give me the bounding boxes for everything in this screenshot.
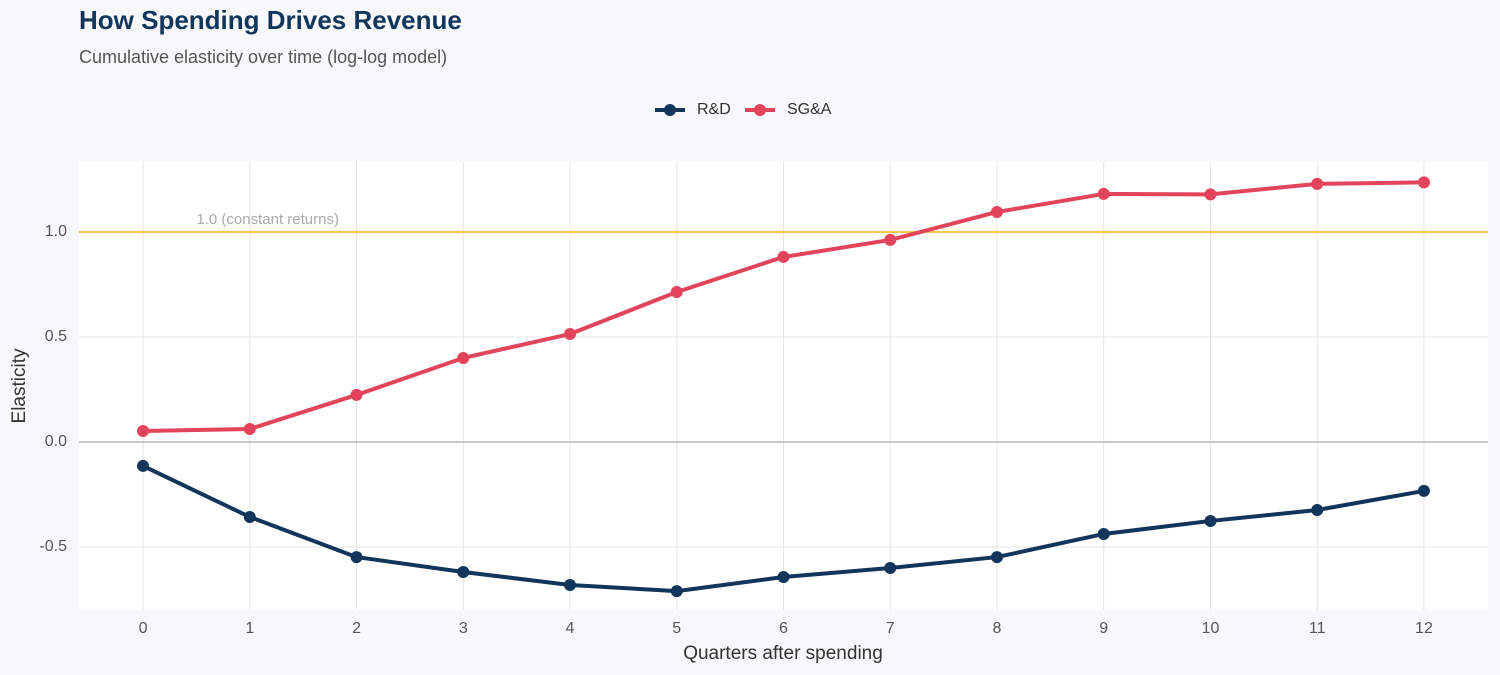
data-point [1204,514,1217,527]
data-point [884,561,897,574]
x-tick-label: 2 [352,620,361,637]
y-tick-label: 0.0 [45,433,67,450]
x-tick-label: 0 [139,620,148,637]
data-point [564,328,577,341]
x-tick-label: 5 [672,620,681,637]
y-tick-label: 0.5 [45,328,67,345]
data-point [670,585,683,598]
x-tick-label: 7 [886,620,895,637]
x-axis-label: Quarters after spending [683,643,883,664]
x-tick-label: 3 [459,620,468,637]
data-point [990,205,1003,218]
data-point [137,425,150,438]
data-point [350,388,363,401]
x-tick-label: 1 [245,620,254,637]
data-point [1204,188,1217,201]
data-point [1097,527,1110,540]
data-point [350,551,363,564]
data-point [1311,504,1324,517]
legend-label: SG&A [787,101,832,118]
data-point [1417,176,1430,189]
data-point [564,579,577,592]
data-point [137,459,150,472]
data-point [777,250,790,263]
x-tick-label: 11 [1309,620,1326,637]
data-point [670,286,683,299]
data-point [990,551,1003,564]
data-point [1097,187,1110,200]
legend-swatch-dot [664,104,676,116]
legend-label: R&D [697,101,731,118]
y-tick-label: 1.0 [45,223,67,240]
chart-subtitle: Cumulative elasticity over time (log-log… [79,47,447,67]
x-tick-label: 12 [1415,620,1433,637]
data-point [884,233,897,246]
data-point [777,571,790,584]
data-point [243,510,256,523]
y-axis-label: Elasticity [9,348,30,423]
data-point [457,565,470,578]
data-point [1311,177,1324,190]
x-tick-label: 8 [993,620,1002,637]
data-point [1417,484,1430,497]
data-point [243,422,256,435]
chart-title: How Spending Drives Revenue [79,5,462,35]
y-tick-label: -0.5 [39,538,67,555]
x-tick-label: 10 [1202,620,1220,637]
x-tick-label: 6 [779,620,788,637]
reference-label: 1.0 (constant returns) [196,211,339,228]
x-tick-label: 9 [1099,620,1108,637]
data-point [457,351,470,364]
x-tick-label: 4 [566,620,575,637]
legend-swatch-dot [754,104,766,116]
